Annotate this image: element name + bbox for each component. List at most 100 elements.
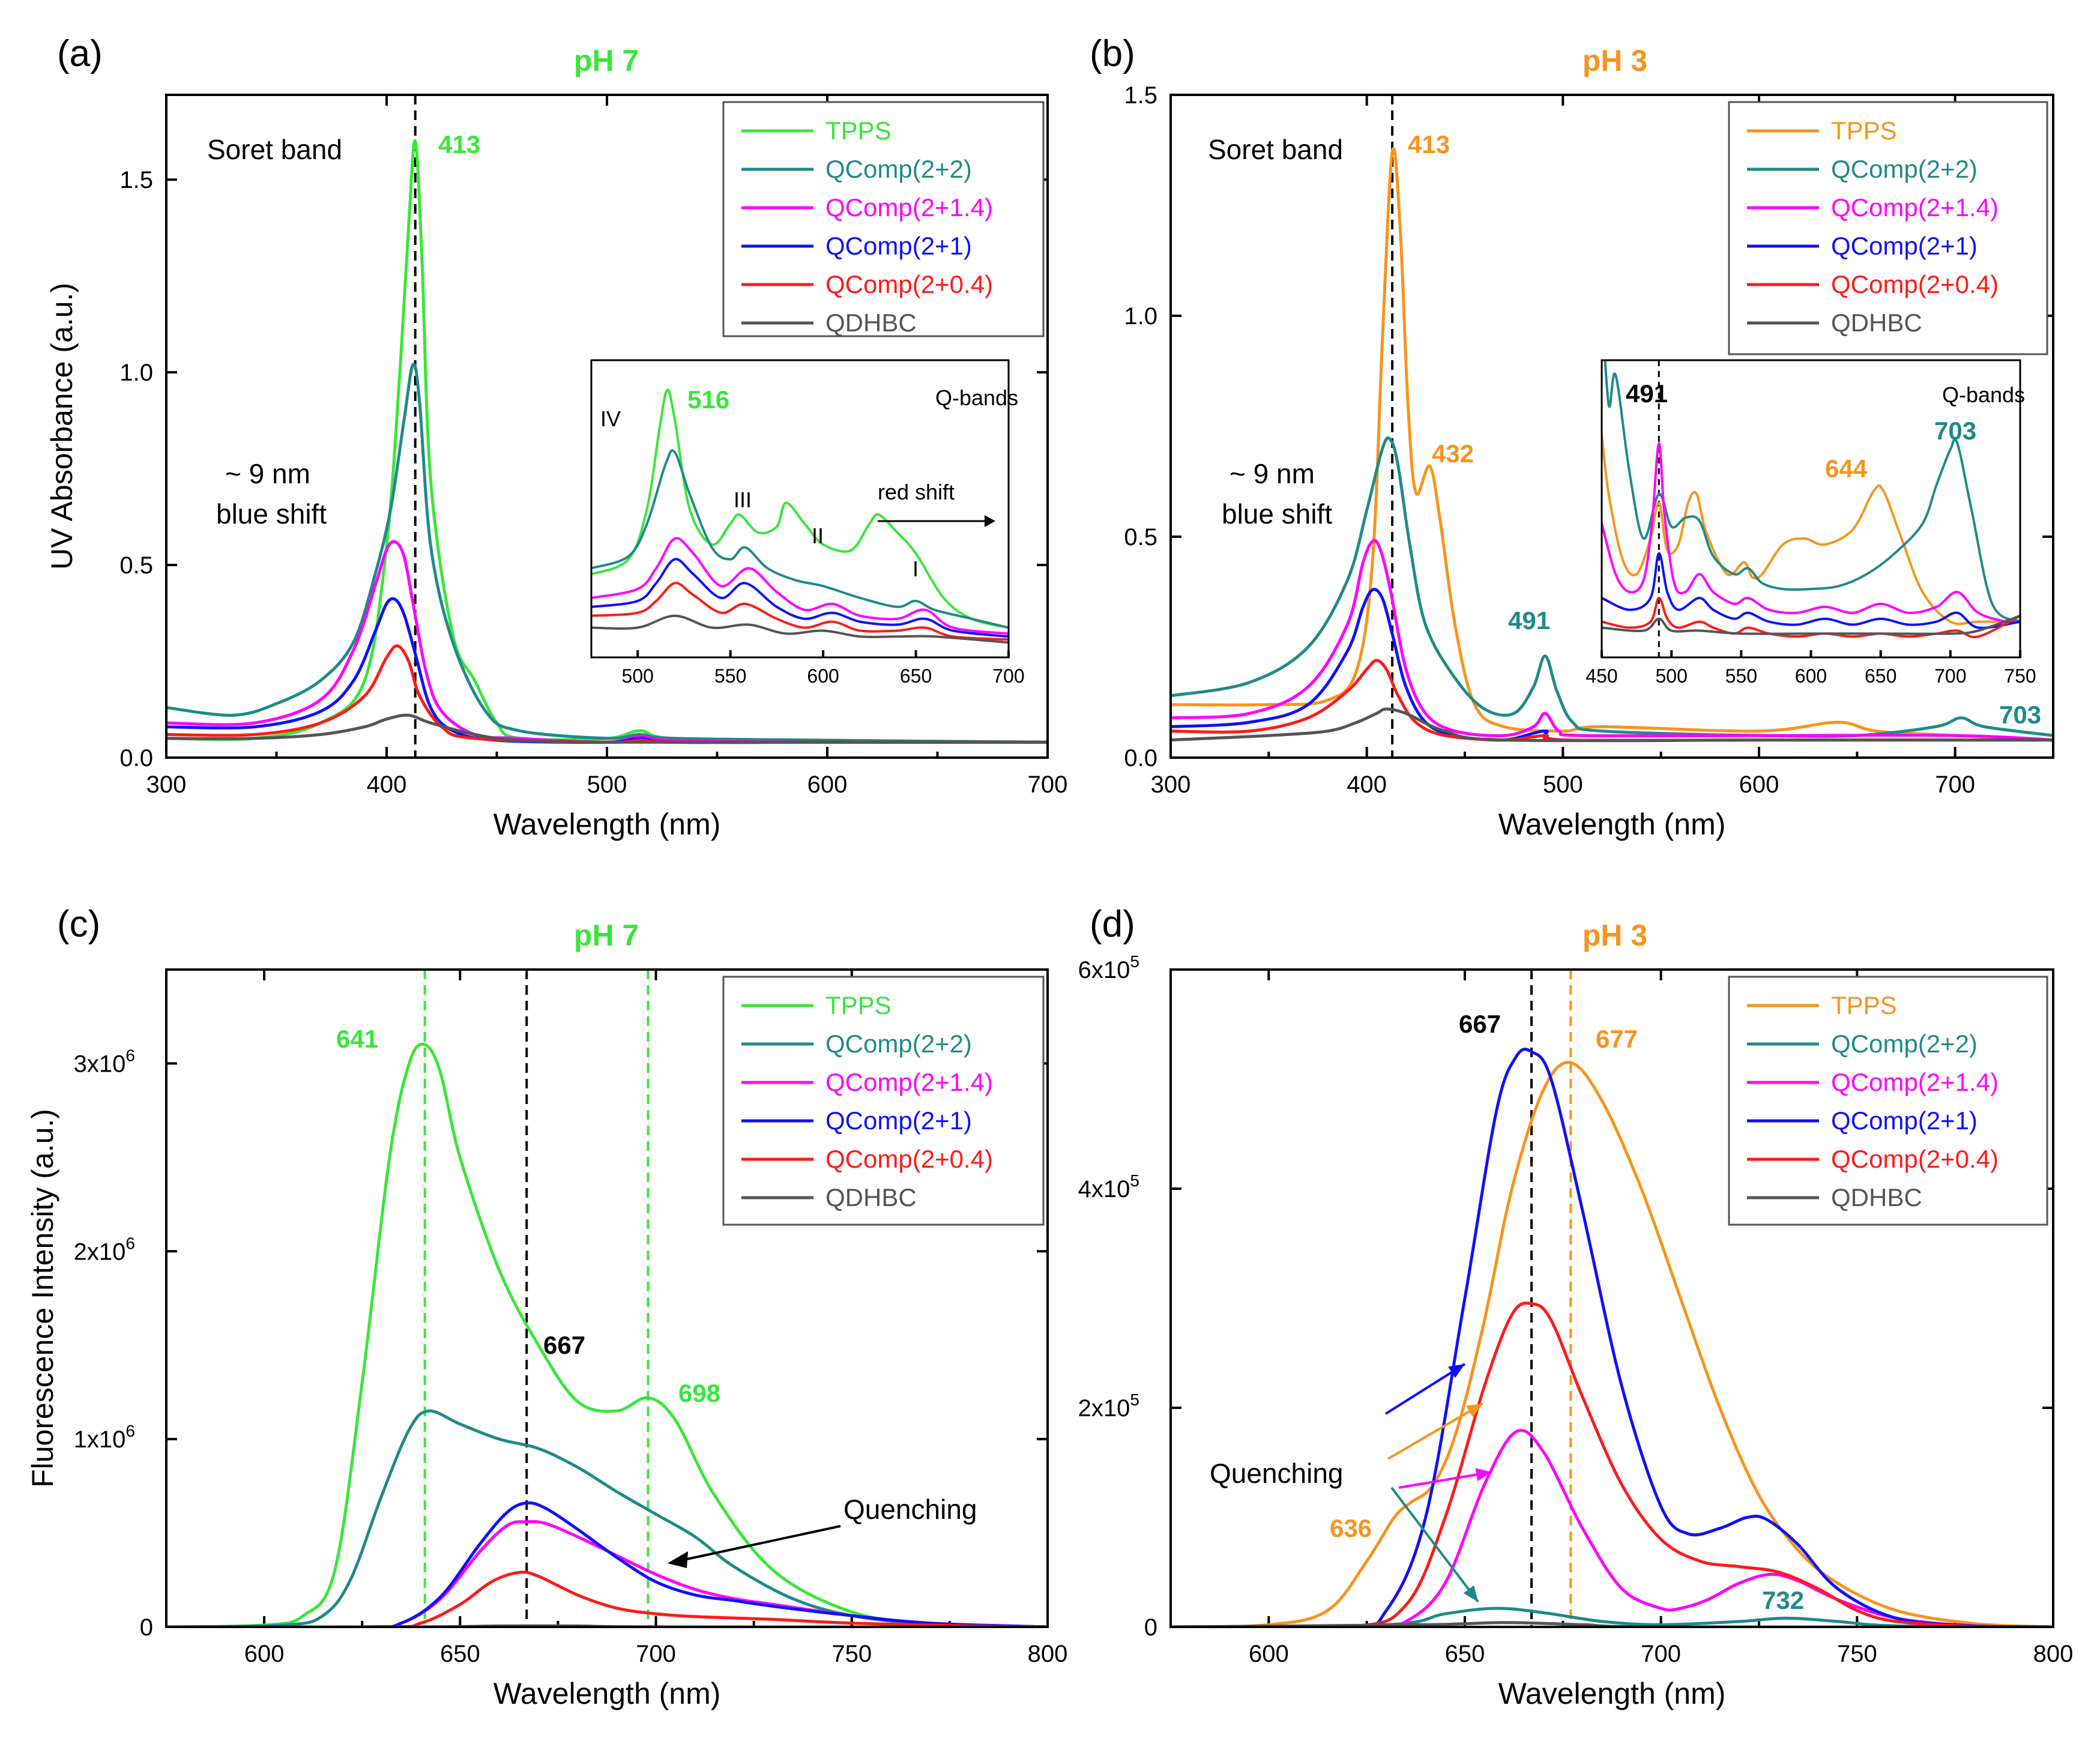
band-label-ii: II <box>812 523 824 548</box>
y-tick-label: 1.0 <box>119 360 153 386</box>
inset-line-qdhbc <box>591 614 1009 644</box>
legend-label-tpps: TPPS <box>825 991 892 1019</box>
band-label-i: I <box>913 557 919 581</box>
inset-x-tick-label: 750 <box>2004 665 2036 687</box>
panel-title: pH 7 <box>574 919 639 952</box>
series-line-tpps <box>166 139 1048 744</box>
plot-area <box>1171 95 2053 758</box>
legend-label-qcomp-2-1: QComp(2+1) <box>825 232 972 260</box>
x-tick-label: 600 <box>244 1641 285 1667</box>
inset-line-qdhbc <box>1602 614 2020 635</box>
y-tick-exponent: 6 <box>125 1046 135 1064</box>
legend-label-qcomp-2-2: QComp(2+2) <box>825 155 972 183</box>
y-tick-mantissa: 3x10 <box>74 1051 126 1077</box>
y-tick-mantissa: 2x10 <box>1078 1395 1130 1422</box>
y-axis-label: Fluorescence Intensity (a.u.) <box>26 1109 59 1488</box>
inset-x-tick-label: 650 <box>1865 665 1896 687</box>
peak-label-667: 667 <box>1459 1010 1501 1038</box>
arrow-head-icon <box>668 1551 688 1568</box>
x-tick-label: 400 <box>367 771 407 798</box>
x-axis-label: Wavelength (nm) <box>493 807 721 841</box>
inset-title: Q-bands <box>1942 382 2025 407</box>
inset-frame <box>590 359 1010 659</box>
y-tick-label: 1.5 <box>119 167 153 193</box>
x-tick-label: 700 <box>1935 771 1975 798</box>
peak-label-432: 432 <box>1432 439 1474 468</box>
legend-label-qcomp-2-1: QComp(2+1) <box>825 1106 972 1135</box>
legend-box <box>1728 976 2048 1226</box>
y-axis-label: UV Absorbance (a.u.) <box>45 283 79 570</box>
panel-label: (d) <box>1090 904 1135 945</box>
inset-line-qcomp-2-2 <box>591 449 1009 629</box>
y-tick-label: 1.0 <box>1124 303 1157 330</box>
series-line-qcomp-2-1-4 <box>1171 539 2053 742</box>
soret-band-label: Soret band <box>207 134 342 165</box>
peak-label-698: 698 <box>678 1379 720 1407</box>
y-tick-label: 3x106 <box>74 1046 135 1077</box>
y-tick-label: 6x105 <box>1078 952 1139 983</box>
legend-label-qcomp-2-0-4: QComp(2+0.4) <box>825 1145 993 1173</box>
series-line-qcomp-2-2 <box>166 363 1048 744</box>
inset-line-qcomp-2-1-4 <box>591 537 1009 635</box>
panel-label: (b) <box>1090 33 1135 74</box>
series-line-qcomp-2-2 <box>1171 1607 2053 1627</box>
y-tick-mantissa: 1x10 <box>74 1426 126 1453</box>
series-line-qcomp-2-1-4 <box>1171 1429 2053 1627</box>
legend-label-qcomp-2-2: QComp(2+2) <box>825 1030 972 1058</box>
inset-plot <box>591 388 1009 644</box>
legend-label-qcomp-2-1-4: QComp(2+1.4) <box>1831 193 1999 222</box>
series-line-qdhbc <box>1171 707 2053 743</box>
shift-label-line1: ~ 9 nm <box>1230 458 1315 489</box>
legend-label-qcomp-2-1-4: QComp(2+1.4) <box>1831 1068 1999 1096</box>
axes-frame <box>1169 968 2054 1628</box>
soret-band-label: Soret band <box>1208 134 1343 165</box>
inset-line-qcomp-2-2 <box>1604 360 2020 623</box>
y-tick-mantissa: 4x10 <box>1078 1176 1130 1202</box>
panel-a: (a) pH 7 300 400 500 600 700 0.0 0.5 1.0 1.5 Wavele… <box>45 33 1067 841</box>
legend-box <box>1728 101 2048 355</box>
arrow-head-icon <box>1466 1404 1483 1417</box>
y-tick-label: 2x105 <box>1078 1390 1139 1422</box>
inset-bg <box>1602 360 2020 657</box>
panel-b: (b) pH 3 300 400 500 600 700 0.0 0.5 1.0 1.5 Wavele… <box>1090 33 2054 841</box>
plot-area <box>1171 970 2053 1627</box>
y-tick-label: 0 <box>1144 1614 1157 1641</box>
inset-x-tick-label: 500 <box>1655 665 1687 687</box>
inset-x-tick-label: 600 <box>807 665 839 687</box>
x-tick-label: 600 <box>807 771 848 798</box>
peak-label-636: 636 <box>1330 1514 1372 1542</box>
arrow-head-icon <box>1448 1364 1465 1378</box>
inset-x-tick-label: 500 <box>622 665 654 687</box>
legend-label-tpps: TPPS <box>1831 991 1897 1019</box>
peak-label-413: 413 <box>1408 130 1450 158</box>
peak-label-413: 413 <box>438 130 480 158</box>
x-tick-label: 500 <box>1543 771 1583 798</box>
x-tick-label: 600 <box>1249 1641 1289 1667</box>
shift-label-line1: ~ 9 nm <box>225 458 310 489</box>
legend-label-qcomp-2-1-4: QComp(2+1.4) <box>825 193 993 222</box>
peak-label-644: 644 <box>1825 454 1868 483</box>
peak-label-491: 491 <box>1626 379 1668 408</box>
legend-label-qcomp-2-0-4: QComp(2+0.4) <box>1831 1145 1999 1173</box>
x-tick-label: 400 <box>1347 771 1387 798</box>
quenching-arrow <box>1387 1402 1484 1460</box>
legend-label-qcomp-2-0-4: QComp(2+0.4) <box>825 270 993 298</box>
legend-label-qdhbc: QDHBC <box>825 1183 917 1211</box>
peak-label-641: 641 <box>336 1025 378 1053</box>
series-line-qcomp-2-1 <box>166 1501 1048 1627</box>
legend-label-qcomp-2-2: QComp(2+2) <box>1831 1030 1978 1058</box>
legend-label-qdhbc: QDHBC <box>825 309 917 337</box>
panel-title: pH 7 <box>574 44 639 77</box>
x-tick-label: 700 <box>1641 1641 1681 1667</box>
legend-box <box>722 976 1045 1226</box>
x-tick-label: 750 <box>1837 1641 1877 1667</box>
y-tick-label: 0.5 <box>119 552 153 579</box>
inset-line-qcomp-2-1 <box>591 558 1009 638</box>
y-tick-exponent: 6 <box>125 1422 135 1440</box>
inset-x-tick-label: 700 <box>992 665 1024 687</box>
peak-label-732: 732 <box>1762 1586 1804 1614</box>
band-label-iv: IV <box>600 406 621 431</box>
x-axis-label: Wavelength (nm) <box>493 1677 721 1710</box>
